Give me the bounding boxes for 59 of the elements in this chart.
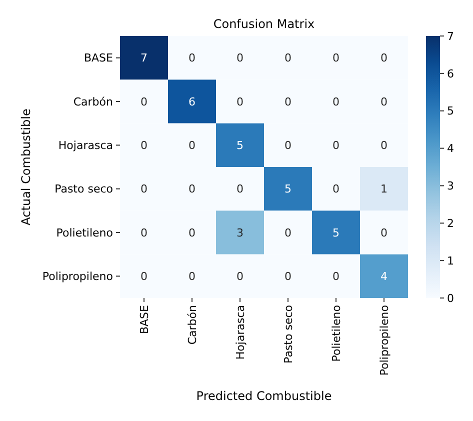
color-bar-label: 6 xyxy=(447,67,454,80)
color-bar-label: 0 xyxy=(447,292,454,305)
data-label: 0 xyxy=(188,139,196,152)
data-label: 5 xyxy=(284,182,292,196)
data-label: 0 xyxy=(140,139,148,152)
color-bar-label: 7 xyxy=(447,30,454,43)
x-tick-label: Pasto seco xyxy=(282,304,295,364)
data-label: 0 xyxy=(284,139,292,152)
color-bar-label: 3 xyxy=(447,180,454,193)
y-tick-label: BASE xyxy=(84,52,114,65)
data-label: 0 xyxy=(284,52,292,65)
data-label: 0 xyxy=(188,270,196,284)
data-label: 0 xyxy=(332,139,340,152)
data-label: 0 xyxy=(140,182,148,196)
color-bar-label: 2 xyxy=(447,216,454,230)
data-label: 4 xyxy=(380,270,388,284)
data-label: 0 xyxy=(332,182,340,196)
data-label: 6 xyxy=(188,95,196,108)
data-label: 0 xyxy=(380,226,388,240)
data-label: 0 xyxy=(188,52,196,65)
data-label: 0 xyxy=(236,270,244,284)
y-tick-label: Pasto seco xyxy=(54,182,114,196)
x-tick-label: Carbón xyxy=(186,304,199,345)
data-label: 0 xyxy=(284,270,292,284)
data-label: 0 xyxy=(140,270,148,284)
data-label: 5 xyxy=(332,226,340,240)
data-label: 0 xyxy=(332,52,340,65)
data-label: 0 xyxy=(236,182,244,196)
y-tick-label: Polipropileno xyxy=(42,270,114,284)
data-label: 0 xyxy=(332,270,340,284)
y-axis-title: Actual Combustible xyxy=(19,108,33,226)
data-label: 0 xyxy=(188,226,196,240)
x-tick-label: Polietileno xyxy=(330,304,343,362)
data-label: 0 xyxy=(380,139,388,152)
color-bar-label: 5 xyxy=(447,104,454,118)
x-axis-title: Predicted Combustible xyxy=(196,389,332,403)
data-label: 0 xyxy=(140,226,148,240)
x-tick-label: Polipropileno xyxy=(378,304,391,376)
data-label: 0 xyxy=(236,95,244,108)
x-tick-label: Hojarasca xyxy=(234,305,247,360)
color-bar-label: 1 xyxy=(447,254,454,268)
data-label: 0 xyxy=(284,95,292,108)
x-tick-label: BASE xyxy=(138,304,151,334)
data-label: 1 xyxy=(380,182,388,196)
data-label: 7 xyxy=(140,52,148,65)
data-label: 5 xyxy=(236,139,244,152)
data-label: 0 xyxy=(236,52,244,65)
data-label: 0 xyxy=(332,95,340,108)
chart-title: Confusion Matrix xyxy=(213,17,315,31)
color-bar-label: 4 xyxy=(447,142,454,156)
y-tick-label: Hojarasca xyxy=(58,139,113,152)
data-label: 0 xyxy=(380,52,388,65)
data-label: 0 xyxy=(188,182,196,196)
data-label: 0 xyxy=(140,95,148,108)
y-tick-label: Carbón xyxy=(73,95,114,108)
data-label: 0 xyxy=(284,226,292,240)
data-label: 0 xyxy=(380,95,388,108)
data-label: 3 xyxy=(236,226,244,240)
y-tick-label: Polietileno xyxy=(56,226,114,240)
